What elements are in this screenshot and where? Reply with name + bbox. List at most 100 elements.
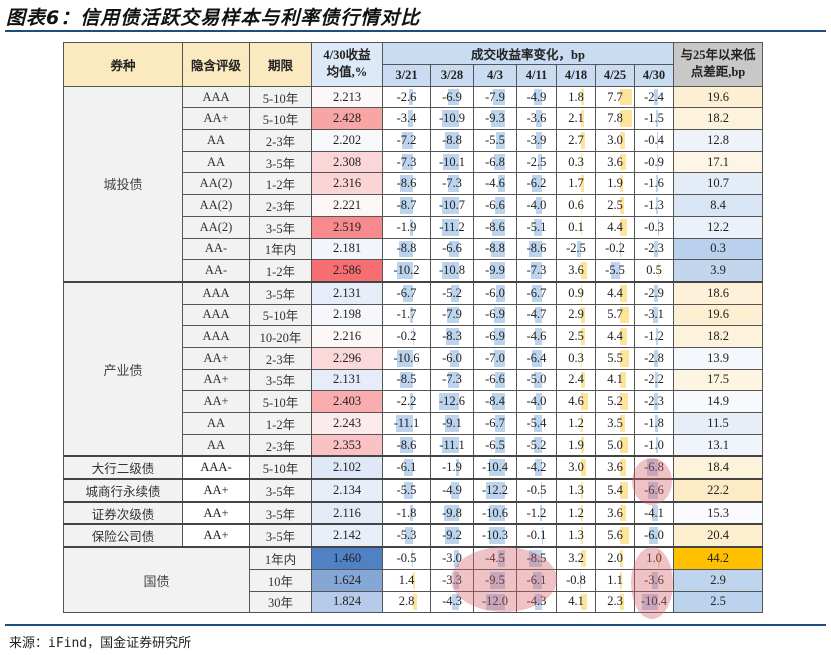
yield-change-cell: -6.0: [430, 346, 474, 370]
change-value: -7.0: [485, 350, 505, 365]
bond-type-cell: 大行二级债: [63, 455, 183, 480]
change-value: -8.6: [396, 176, 417, 191]
negative-data-bar: [528, 550, 542, 567]
change-value: -6.8: [485, 154, 505, 169]
rating-cell: AA+: [182, 500, 250, 525]
yield-change-cell: -2.5: [556, 237, 596, 261]
yield-change-cell: -0.9: [634, 150, 674, 174]
rating-cell: AA: [182, 150, 250, 174]
negative-data-bar: [449, 349, 459, 367]
avg-yield-cell: 2.181: [311, 237, 383, 261]
table-row: 国债 1年内 1.460 -0.5 -3.0 -4.5 -8.5 3.2 2.0 1.0 44.2: [63, 546, 763, 614]
change-value: -6.9: [485, 329, 505, 344]
yield-change-cell: -7.3: [382, 150, 431, 174]
change-value: 3.6: [607, 460, 623, 475]
gap-from-low-cell: 17.5: [673, 368, 763, 392]
change-value: 0.1: [568, 219, 584, 234]
change-value: 3.6: [607, 154, 623, 169]
term-cell: 3-5年: [249, 478, 312, 503]
yield-change-cell: 3.6: [595, 455, 635, 480]
negative-data-bar: [488, 504, 505, 522]
yield-change-cell: -11.2: [430, 215, 474, 239]
yield-change-cell: -8.8: [430, 129, 474, 152]
positive-data-bar: [581, 262, 587, 279]
negative-data-bar: [647, 459, 658, 477]
positive-data-bar: [620, 527, 629, 545]
change-value: -8.6: [396, 437, 417, 452]
negative-data-bar: [446, 328, 459, 345]
change-value: -1.9: [396, 219, 417, 234]
change-value: -3.0: [442, 550, 462, 565]
gap-from-low-cell: 2.9: [673, 568, 763, 592]
change-value: -3.9: [526, 132, 547, 147]
table-row: 10年 1.624 1.4 -3.3 -9.5 -6.1 -0.8 1.1 -3.6 2.9: [64, 568, 763, 592]
avg-yield-cell: 1.824: [311, 590, 383, 614]
gap-from-low-cell: 22.2: [673, 478, 763, 503]
yield-change-cell: -7.0: [473, 346, 517, 370]
change-value: -5.3: [396, 528, 417, 543]
term-cell: 1年内: [249, 237, 312, 261]
negative-data-bar: [498, 550, 505, 567]
change-value: -1.6: [644, 176, 664, 191]
term-cell: 3-5年: [249, 150, 312, 174]
positive-data-bar: [620, 328, 627, 345]
header-implied-rating: 隐含评级: [182, 42, 250, 87]
negative-data-bar: [656, 328, 658, 345]
change-value: -6.7: [485, 415, 505, 430]
change-value: 5.6: [607, 528, 623, 543]
negative-data-bar: [401, 153, 413, 171]
change-value: -10.7: [438, 197, 466, 212]
yield-change-cell: -10.6: [473, 500, 517, 525]
change-value: -10.8: [438, 263, 466, 278]
yield-change-cell: -2.9: [634, 280, 674, 305]
change-value: -1.0: [644, 437, 664, 452]
term-cell: 1-2年: [249, 412, 312, 435]
change-value: -11.1: [393, 415, 420, 430]
term-cell: 5-10年: [249, 303, 312, 327]
yield-change-cell: -8.8: [382, 237, 431, 261]
yield-change-cell: -11.1: [382, 412, 431, 435]
gap-from-low-cell: 13.9: [673, 346, 763, 370]
rating-cell: AA+: [182, 346, 250, 370]
yield-change-cell: -3.6: [516, 107, 557, 131]
table-row: AA(2) 2-3年 2.221 -8.7 -10.7 -6.6 -4.0 0.6 2.5 -1.…: [64, 194, 763, 217]
change-value: 1.3: [568, 482, 584, 497]
table-row: 证券次级债 AA+ 3-5年 2.116 -1.8 -9.8 -10.6 -1.2 1.2 3.6…: [63, 500, 763, 525]
yield-change-cell: 1.9: [556, 433, 596, 457]
change-value: 4.1: [607, 372, 623, 387]
yield-change-cell: 2.8: [382, 590, 431, 614]
yield-change-cell: -6.0: [473, 280, 517, 305]
negative-data-bar: [396, 349, 413, 367]
rating-cell: AAA: [182, 85, 250, 109]
negative-data-bar: [489, 527, 505, 545]
header-gap-from-low: 与25年以来低点差距,bp: [673, 42, 763, 87]
yield-change-cell: 1.2: [556, 412, 596, 435]
yield-change-cell: -3.4: [382, 107, 431, 131]
change-value: 4.6: [568, 394, 584, 409]
positive-data-bar: [581, 132, 586, 149]
yield-change-cell: 0.5: [634, 259, 674, 283]
positive-data-bar: [581, 482, 583, 499]
header-term: 期限: [249, 42, 312, 87]
change-value: -7.9: [442, 307, 462, 322]
term-cell: 2-3年: [249, 194, 312, 217]
yield-change-cell: 0.1: [556, 215, 596, 239]
negative-data-bar: [494, 328, 505, 345]
gap-from-low-cell: 2.5: [673, 590, 763, 614]
yield-change-cell: -10.4: [634, 590, 674, 614]
change-value: -2.3: [644, 241, 664, 256]
bond-type-cell: 产业债: [63, 280, 183, 457]
change-value: -1.7: [396, 307, 417, 322]
negative-data-bar: [577, 240, 581, 258]
positive-data-bar: [581, 197, 582, 214]
yield-change-cell: -6.4: [516, 346, 557, 370]
yield-change-cell: -4.2: [516, 455, 557, 480]
rating-cell: AA+: [182, 107, 250, 131]
change-value: 7.8: [607, 111, 623, 126]
gap-from-low-cell: 18.2: [673, 107, 763, 131]
yield-change-cell: -8.5: [516, 546, 557, 570]
yield-change-cell: 1.4: [382, 568, 431, 592]
change-value: -9.3: [485, 111, 505, 126]
change-value: -4.3: [442, 594, 462, 609]
change-value: -4.9: [442, 482, 462, 497]
